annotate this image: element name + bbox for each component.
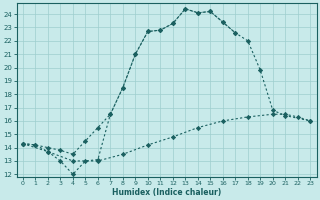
X-axis label: Humidex (Indice chaleur): Humidex (Indice chaleur) — [112, 188, 221, 197]
